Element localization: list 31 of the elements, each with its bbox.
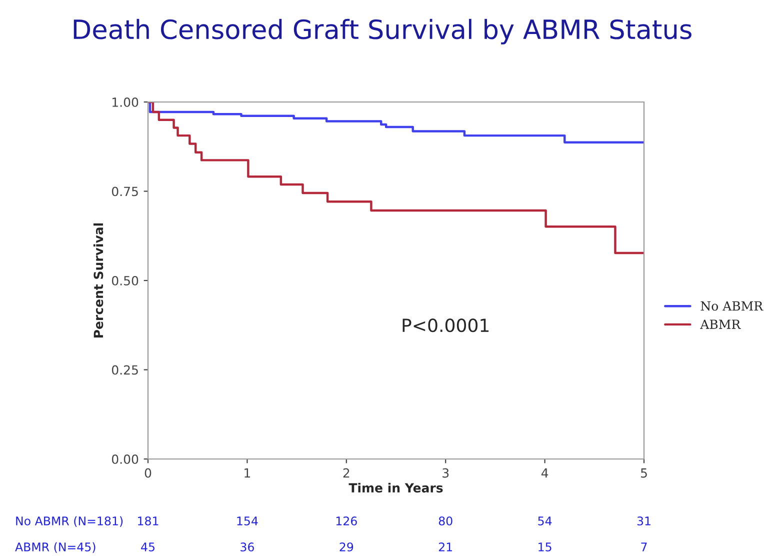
text: 181	[138, 516, 158, 526]
y-tick-label: 0.50	[112, 276, 138, 286]
legend-label: ABMR	[700, 320, 741, 329]
x-tick-label: 2	[343, 468, 350, 478]
text: 31	[637, 516, 650, 526]
x-tick-label: 3	[442, 468, 449, 478]
text: ABMR (N=45)	[15, 542, 96, 553]
y-tick-label: 0.00	[112, 454, 138, 464]
text: 45	[141, 542, 154, 552]
y-tick-label: 0.75	[112, 186, 138, 196]
x-tick-label: 5	[640, 468, 647, 478]
y-axis-title: Percent Survival	[93, 223, 104, 338]
text: 15	[538, 542, 552, 552]
x-tick-label: 4	[541, 468, 548, 478]
text: 29	[340, 542, 354, 552]
x-tick-label: 0	[144, 468, 152, 478]
text: 154	[237, 516, 258, 526]
chart-title: Death Censored Graft Survival by ABMR Status	[74, 18, 692, 44]
y-tick-label: 0.25	[112, 365, 138, 375]
x-tick-label: 1	[244, 468, 250, 478]
annotation: P<0.0001	[402, 318, 489, 332]
legend-label: No ABMR	[700, 301, 764, 311]
x-axis-title: Time in Years	[348, 482, 443, 493]
text: 7	[641, 542, 647, 552]
text: 36	[240, 542, 254, 552]
text: No ABMR (N=181)	[16, 516, 123, 527]
text: 80	[438, 516, 452, 526]
text: 126	[336, 516, 357, 526]
y-tick-label: 1.00	[112, 97, 138, 107]
text: 54	[538, 516, 552, 526]
text: 21	[438, 542, 452, 552]
